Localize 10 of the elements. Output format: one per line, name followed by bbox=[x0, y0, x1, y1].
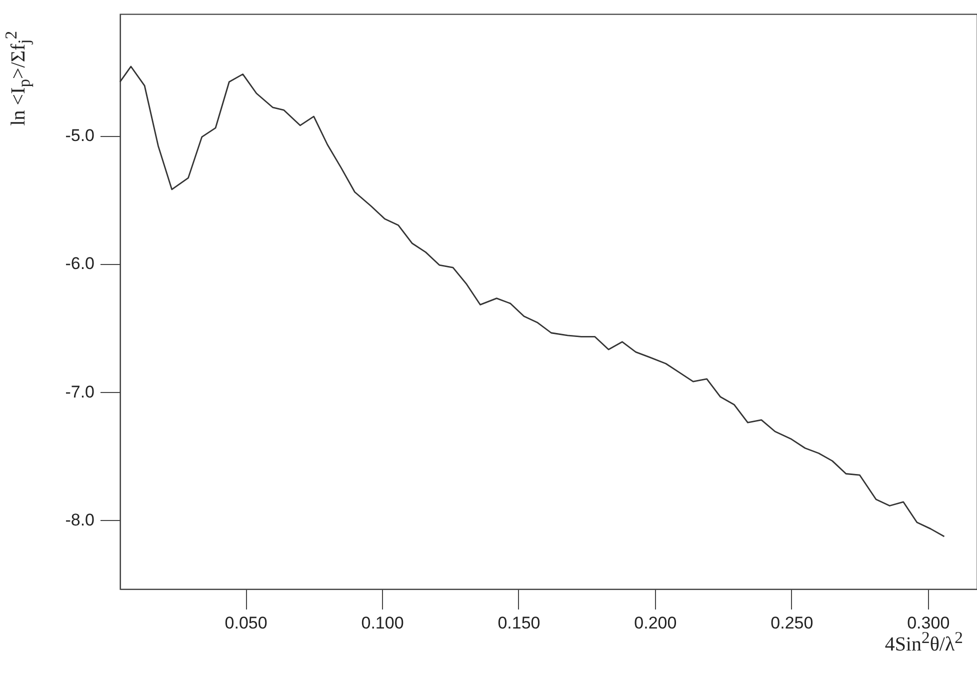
y-tick-label: -8.0 bbox=[65, 510, 94, 530]
y-tick-label: -6.0 bbox=[65, 254, 94, 274]
y-tick-label: -7.0 bbox=[65, 382, 94, 402]
x-tick-label: 0.250 bbox=[770, 614, 814, 632]
x-tick-label: 0.100 bbox=[361, 614, 404, 632]
x-tick-label: 0.200 bbox=[634, 614, 677, 632]
y-tick-label: -5.0 bbox=[65, 126, 94, 146]
line-series bbox=[119, 66, 945, 538]
x-tick-label: 0.050 bbox=[224, 614, 268, 632]
x-tick-label: 0.150 bbox=[498, 614, 540, 632]
